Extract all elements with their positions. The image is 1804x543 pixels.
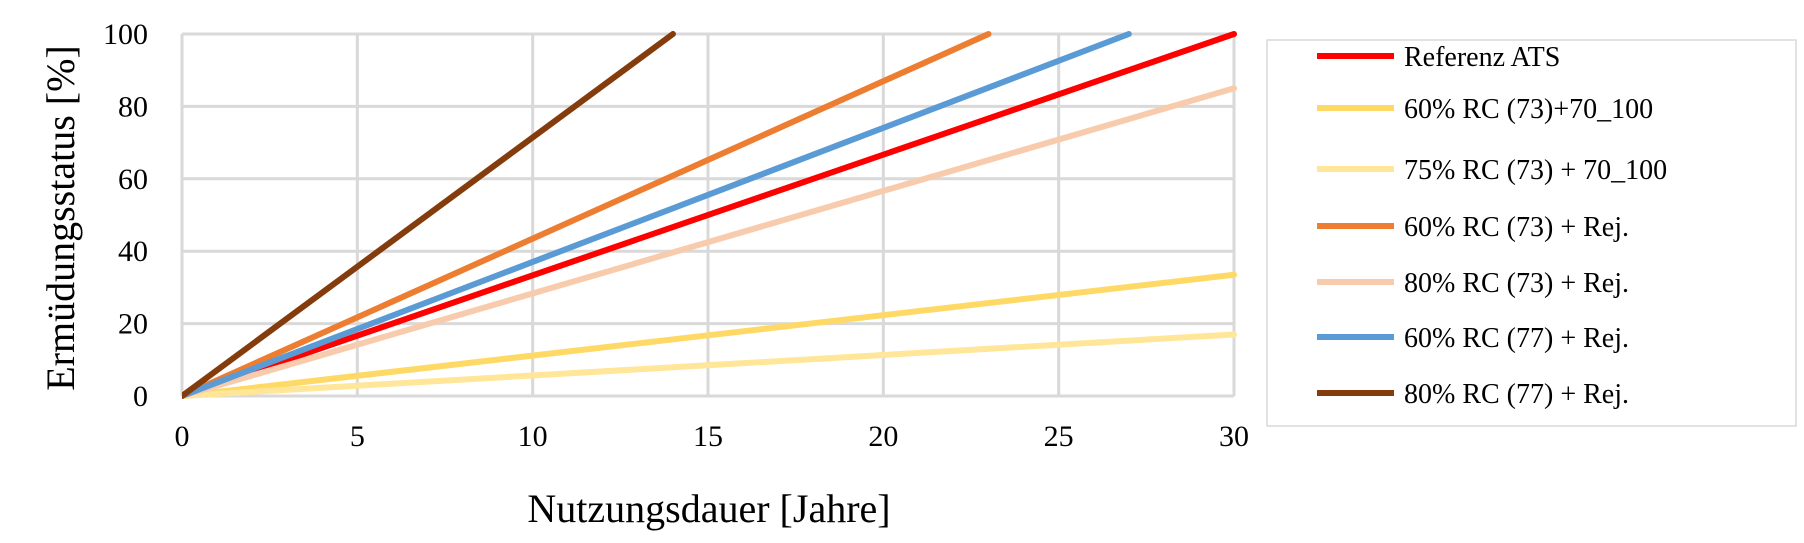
y-tick-label: 100 bbox=[103, 18, 148, 51]
y-tick-label: 20 bbox=[118, 308, 148, 341]
series-line bbox=[182, 31, 1237, 399]
y-axis-title: Ermüdungsstatus [%] bbox=[38, 45, 83, 391]
x-tick-label: 10 bbox=[518, 420, 548, 453]
legend: Referenz ATS 60% RC (73)+70_100 75% RC (73… bbox=[1317, 42, 1667, 410]
y-tick-label: 80 bbox=[118, 90, 148, 123]
legend-label: 80% RC (73) + Rej. bbox=[1404, 268, 1629, 299]
y-tick-label: 0 bbox=[133, 380, 148, 413]
x-tick-label: 0 bbox=[175, 420, 190, 453]
legend-label: 60% RC (73) + Rej. bbox=[1404, 212, 1629, 243]
x-axis-title: Nutzungsdauer [Jahre] bbox=[527, 486, 890, 531]
legend-label: Referenz ATS bbox=[1404, 42, 1560, 73]
y-tick-label: 60 bbox=[118, 163, 148, 196]
y-tick-label: 40 bbox=[118, 235, 148, 268]
series-line bbox=[182, 271, 1237, 399]
legend-label: 60% RC (77) + Rej. bbox=[1404, 323, 1629, 354]
series-line bbox=[182, 31, 1132, 399]
legend-label: 80% RC (77) + Rej. bbox=[1404, 379, 1629, 410]
tick-labels: 0 5 10 15 20 25 30 0 20 40 60 80 100 bbox=[103, 18, 1249, 453]
x-tick-label: 15 bbox=[693, 420, 723, 453]
x-tick-label: 30 bbox=[1219, 420, 1249, 453]
legend-label: 75% RC (73) + 70_100 bbox=[1404, 155, 1667, 186]
legend-box bbox=[1266, 39, 1797, 427]
series-line bbox=[182, 31, 992, 399]
series-lines bbox=[182, 31, 1237, 399]
series-line bbox=[182, 85, 1237, 399]
x-tick-label: 20 bbox=[868, 420, 898, 453]
x-tick-label: 5 bbox=[350, 420, 365, 453]
series-line bbox=[182, 31, 676, 399]
x-tick-label: 25 bbox=[1044, 420, 1074, 453]
legend-label: 60% RC (73)+70_100 bbox=[1404, 94, 1653, 125]
series-line bbox=[182, 331, 1237, 399]
